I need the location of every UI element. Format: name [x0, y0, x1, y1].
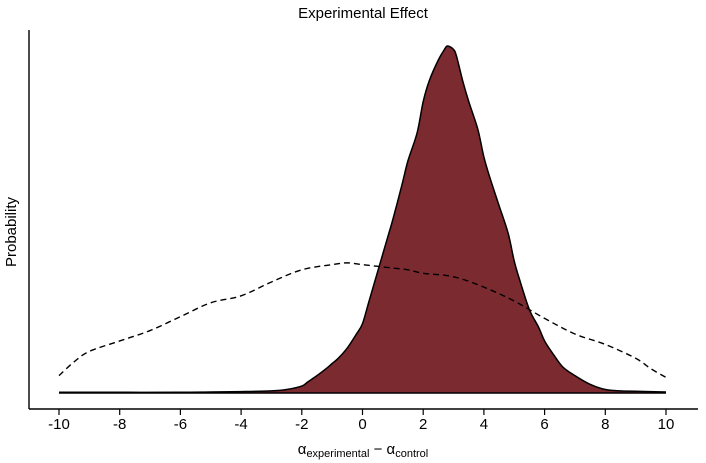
x-tick-label: 8: [601, 416, 609, 433]
x-tick-label: -6: [174, 416, 187, 433]
x-axis-title-operator: −: [369, 441, 386, 458]
plot-area: [58, 45, 667, 394]
x-tick-label: -8: [113, 416, 126, 433]
x-axis-title-sub-right: control: [395, 448, 428, 460]
axes: -10 -8 -6 -4 -2 0 2 4 6 8 10: [28, 30, 698, 433]
x-tick-label: -4: [234, 416, 247, 433]
x-axis-title-main-right: α: [387, 441, 396, 458]
x-tick-label: 10: [658, 416, 675, 433]
posterior-density-line: [59, 45, 667, 394]
chart-title: Experimental Effect: [298, 5, 429, 22]
x-tick-label: 2: [419, 416, 427, 433]
x-tick-label: -10: [48, 416, 70, 433]
posterior-density-area: [59, 46, 666, 393]
x-axis-title-sub-left: experimental: [306, 448, 369, 460]
x-tick-label: 4: [480, 416, 488, 433]
prior-density-dashed-line: [58, 262, 667, 378]
y-axis-title: Probability: [3, 196, 20, 267]
x-axis-title-main-left: α: [298, 441, 307, 458]
x-tick-label: 0: [358, 416, 366, 433]
x-tick-label: 6: [540, 416, 548, 433]
x-tick-label: -2: [295, 416, 308, 433]
x-axis-title: αexperimental − αcontrol: [298, 441, 428, 460]
